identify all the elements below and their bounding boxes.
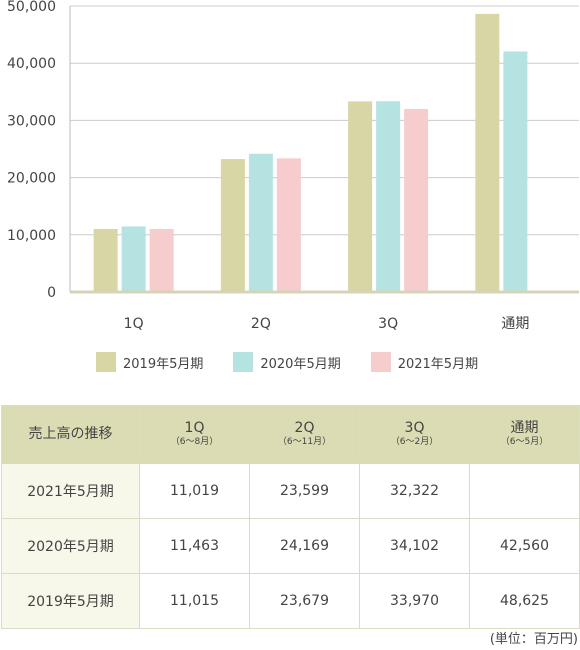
row-label: 2020年5月期 [1, 518, 140, 574]
bar-1-1 [93, 228, 118, 292]
col-label: 3Q [404, 419, 425, 436]
table-cell: 11,015 [139, 573, 250, 629]
row-label: 2019年5月期 [1, 573, 140, 629]
table-cell: 33,970 [359, 573, 470, 629]
x-tick-label: 通期 [501, 316, 529, 332]
legend-label-2020: 2020年5月期 [260, 356, 341, 372]
table-cell: 48,625 [469, 573, 580, 629]
legend-swatch-2021 [370, 352, 391, 372]
col-sub: （6～5月） [500, 437, 549, 448]
table-row: 2020年5月期 11,463 24,169 34,102 42,560 [1, 518, 580, 574]
bar-3-1 [149, 228, 174, 292]
table-cell: 23,679 [249, 573, 360, 629]
table-cell: 11,019 [139, 463, 250, 519]
unit-note: (単位：百万円) [489, 632, 578, 647]
bar-2-2 [248, 153, 273, 292]
legend-item-2019: 2019年5月期 [96, 352, 203, 372]
bar-2-4 [503, 51, 528, 292]
x-tick-label: 3Q [378, 316, 398, 332]
bar-2-3 [376, 101, 401, 292]
bar-2-1 [121, 226, 146, 292]
col-label: 2Q [294, 419, 315, 436]
x-tick-label: 1Q [124, 316, 144, 332]
legend-label-2021: 2021年5月期 [397, 356, 479, 372]
col-header-3q: 3Q （6～2月） [359, 405, 470, 464]
bar-1-3 [348, 101, 373, 292]
bar-3-2 [276, 158, 301, 292]
legend-swatch-2019 [96, 352, 116, 372]
legend-label-2019: 2019年5月期 [123, 356, 204, 372]
table-cell: 32,322 [359, 463, 470, 519]
y-tick-label: 20,000 [7, 171, 56, 187]
table-header-row: 売上高の推移 1Q （6～8月） 2Q （6～11月） 3Q （6～2月） 通期 （6～… [1, 405, 580, 464]
table-row: 2021年5月期 11,019 23,599 32,322 [1, 463, 580, 519]
table-cell: 42,560 [469, 518, 580, 574]
table-cell: 24,169 [249, 518, 360, 574]
y-tick-label: 0 [47, 285, 56, 301]
bar-1-2 [220, 159, 245, 292]
sales-table: 売上高の推移 1Q （6～8月） 2Q （6～11月） 3Q （6～2月） 通期 （6～… [1, 405, 580, 629]
col-sub: （6～2月） [390, 437, 439, 448]
sales-bar-chart: 0 10,000 20,000 30,000 40,000 50,000 1Q 2Q 3Q 通期 [7, 0, 579, 332]
table-cell: 34,102 [359, 518, 470, 574]
col-header-1q: 1Q （6～8月） [139, 405, 250, 464]
chart-legend: 2019年5月期 2020年5月期 2021年5月期 [96, 352, 478, 372]
col-label: 1Q [184, 419, 205, 436]
table-cell: 11,463 [139, 518, 250, 574]
row-label: 2021年5月期 [1, 463, 140, 519]
legend-item-2021: 2021年5月期 [370, 352, 479, 372]
table-row: 2019年5月期 11,015 23,679 33,970 48,625 [1, 573, 580, 629]
col-header-full-year: 通期 （6～5月） [469, 405, 580, 464]
y-tick-label: 10,000 [7, 228, 56, 244]
legend-swatch-2020 [233, 352, 254, 372]
col-label: 通期 [510, 419, 539, 436]
table-cell [469, 463, 580, 519]
table-cell: 23,599 [249, 463, 360, 519]
col-sub: （6～8月） [170, 437, 219, 448]
y-tick-label: 30,000 [7, 113, 56, 129]
bar-3-3 [404, 108, 429, 292]
table-corner-header: 売上高の推移 [1, 405, 140, 464]
y-tick-label: 40,000 [7, 56, 56, 72]
col-header-2q: 2Q （6～11月） [249, 405, 360, 464]
legend-item-2020: 2020年5月期 [233, 352, 341, 372]
y-tick-label: 50,000 [7, 0, 56, 15]
col-sub: （6～11月） [277, 437, 332, 448]
x-tick-label: 2Q [251, 316, 271, 332]
bar-1-4 [475, 13, 500, 293]
